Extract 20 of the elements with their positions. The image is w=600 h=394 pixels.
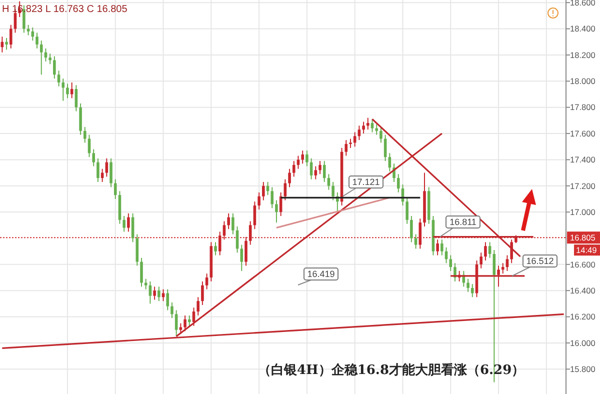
y-tick-label: 16.200 (570, 312, 596, 322)
text: 14:49 (576, 244, 598, 255)
y-tick-label: 17.400 (570, 154, 596, 165)
y-tick-label: 18.600 (570, 0, 596, 8)
ref-line-label: 16.805 (570, 232, 596, 242)
y-tick-label: 16.600 (570, 259, 596, 270)
y-tick-label: 18.000 (570, 76, 596, 86)
annotation: 16.419 (307, 269, 335, 280)
y-tick-label: 17.200 (570, 180, 596, 191)
annotation: 17.121 (352, 177, 380, 188)
y-tick-label: 17.800 (570, 102, 596, 112)
y-tick-label: 17.000 (570, 206, 596, 217)
y-tick-label: 15.800 (570, 364, 596, 374)
annotation: 16.512 (526, 256, 554, 266)
y-tick-label: 17.600 (570, 128, 596, 138)
y-tick-label: 16.400 (570, 285, 596, 296)
y-tick-label: 18.200 (570, 50, 596, 60)
y-tick-label: 16.000 (570, 338, 596, 348)
y-tick-label: 18.400 (570, 24, 596, 34)
annotation: 16.811 (450, 217, 476, 228)
